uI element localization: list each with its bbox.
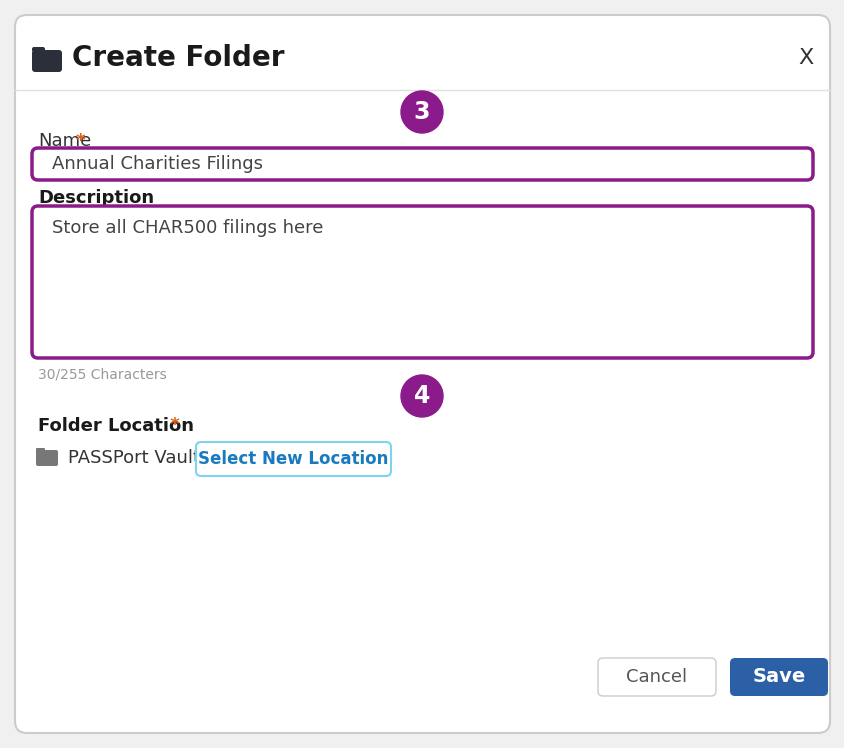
Text: Store all CHAR500 filings here: Store all CHAR500 filings here: [52, 219, 323, 237]
Text: Folder Location: Folder Location: [38, 417, 194, 435]
Text: *: *: [76, 132, 85, 150]
FancyBboxPatch shape: [32, 206, 812, 358]
FancyBboxPatch shape: [32, 47, 45, 52]
Text: PASSPort Vault: PASSPort Vault: [68, 449, 200, 467]
FancyBboxPatch shape: [36, 448, 45, 452]
FancyBboxPatch shape: [36, 450, 58, 466]
FancyBboxPatch shape: [196, 442, 391, 476]
FancyBboxPatch shape: [32, 50, 62, 72]
Text: 30/255 Characters: 30/255 Characters: [38, 367, 166, 381]
Text: 3: 3: [414, 100, 430, 124]
FancyBboxPatch shape: [32, 148, 812, 180]
Text: Cancel: Cancel: [625, 668, 687, 686]
FancyBboxPatch shape: [15, 15, 829, 733]
Text: Create Folder: Create Folder: [72, 44, 284, 72]
Circle shape: [401, 91, 442, 133]
FancyBboxPatch shape: [598, 658, 715, 696]
Text: 4: 4: [414, 384, 430, 408]
Text: Description: Description: [38, 189, 154, 207]
Text: Name: Name: [38, 132, 91, 150]
Circle shape: [401, 375, 442, 417]
Text: Save: Save: [751, 667, 804, 687]
FancyBboxPatch shape: [729, 658, 827, 696]
Text: X: X: [798, 48, 813, 68]
Text: *: *: [164, 416, 180, 434]
Text: Select New Location: Select New Location: [197, 450, 387, 468]
Text: Annual Charities Filings: Annual Charities Filings: [52, 155, 262, 173]
